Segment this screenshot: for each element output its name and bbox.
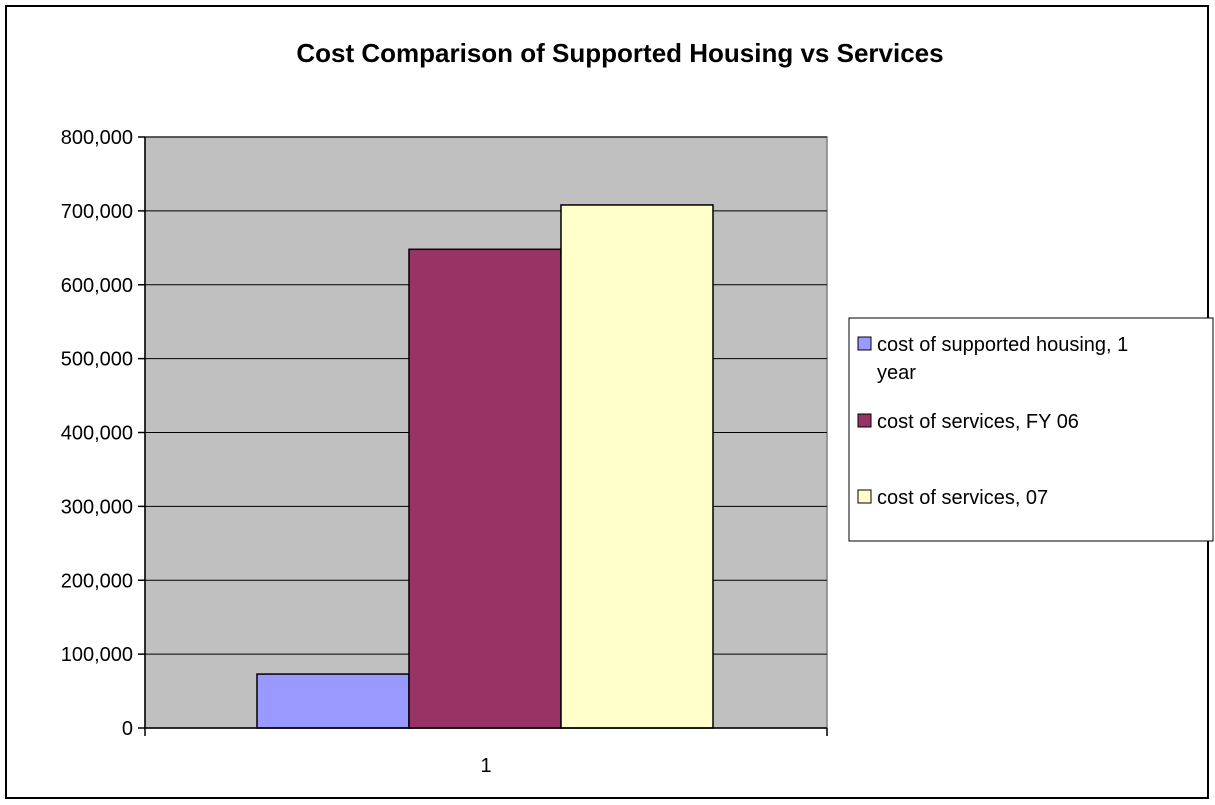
bar-3 bbox=[560, 204, 714, 729]
y-tick-label: 500,000 bbox=[61, 349, 133, 371]
y-tick-label: 400,000 bbox=[61, 423, 133, 445]
bar-2 bbox=[408, 248, 562, 729]
y-tick-label: 600,000 bbox=[61, 275, 133, 297]
y-tick-label: 100,000 bbox=[61, 644, 133, 666]
bars bbox=[256, 204, 714, 729]
y-tick-labels: 0 100,000 200,000 300,000 400,000 500,000 600,… bbox=[61, 127, 133, 740]
chart-title: Cost Comparison of Supported Housing vs … bbox=[296, 38, 943, 68]
y-tick-label: 300,000 bbox=[61, 496, 133, 518]
x-tick-labels: 1 bbox=[480, 755, 491, 777]
legend-swatch-1 bbox=[857, 336, 872, 351]
y-tick-label: 700,000 bbox=[61, 201, 133, 223]
legend-swatch-3 bbox=[857, 489, 872, 504]
y-tick-label: 200,000 bbox=[61, 570, 133, 592]
legend-label-1: year bbox=[877, 362, 916, 384]
legend-label-3: cost of services, 07 bbox=[877, 487, 1048, 509]
axes bbox=[138, 136, 828, 736]
legend-box bbox=[848, 317, 1214, 542]
legend: cost of supported housing, 1 year cost of … bbox=[848, 317, 1214, 542]
legend-label-2: cost of services, FY 06 bbox=[877, 411, 1079, 433]
y-tick-label: 800,000 bbox=[61, 127, 133, 149]
bar-1 bbox=[256, 673, 410, 729]
x-tick-label: 1 bbox=[480, 755, 491, 777]
y-tick-label: 0 bbox=[122, 718, 133, 740]
legend-swatch-2 bbox=[857, 413, 872, 428]
legend-label-1: cost of supported housing, 1 bbox=[877, 334, 1128, 356]
